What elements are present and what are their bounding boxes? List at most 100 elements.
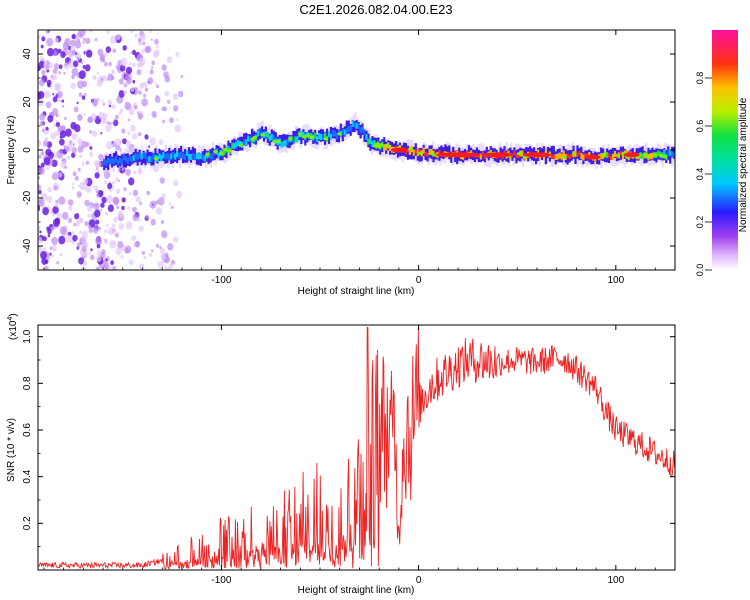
noise-speck [111,69,115,75]
noise-speck [64,37,71,47]
noise-speck [113,216,118,223]
noise-speck [118,222,125,230]
noise-speck [121,128,126,134]
noise-speck [52,218,60,227]
noise-speck [96,72,100,75]
noise-speck [135,196,141,203]
noise-speck [161,230,168,239]
ridge-amplitude [203,155,206,162]
ridge-amplitude [193,154,196,161]
colorbar-tick-label: 0.4 [695,168,705,181]
spectrogram-y-axis: -40 -20 0 20 40 [22,29,675,271]
noise-speck [89,146,93,150]
noise-speck [172,93,179,101]
noise-speck [43,157,51,166]
ridge-amplitude [367,138,370,145]
ridge-amplitude [389,145,392,151]
noise-speck [132,133,138,140]
noise-speck [38,246,42,251]
y-tick-label: 40 [22,48,33,60]
noise-speck [68,218,72,223]
ridge-core [406,145,409,160]
ridge-amplitude [544,149,547,156]
noise-speck [55,199,59,204]
y-tick-label: 20 [22,96,33,108]
ridge-amplitude [105,159,108,166]
noise-speck [125,140,132,148]
noise-speck [147,77,154,85]
noise-speck [100,202,105,208]
noise-speck [133,105,138,110]
ridge-amplitude [408,148,411,155]
noise-speck [128,259,134,266]
ridge-core [410,147,413,160]
noise-speck [76,242,82,248]
y-tick-label: 0.2 [22,516,33,530]
noise-speck [137,168,143,175]
noise-speck [70,39,76,47]
noise-speck [94,37,98,42]
ridge-amplitude [550,154,553,159]
noise-speck [128,107,135,115]
noise-speck [115,177,120,183]
ridge-amplitude [320,134,323,140]
noise-speck [39,113,46,121]
noise-speck [56,149,64,159]
ridge-amplitude [343,129,346,136]
noise-speck [117,210,124,218]
ridge-amplitude [430,148,433,155]
ridge-amplitude [306,131,309,138]
noise-speck [73,106,79,113]
noise-speck [149,200,157,209]
ridge-amplitude [217,152,220,159]
ridge-amplitude [341,128,344,135]
noise-speck [173,179,179,187]
ridge-amplitude [116,159,120,166]
ridge-core [154,148,157,161]
noise-speck [92,130,98,137]
noise-speck [52,205,59,214]
noise-speck [95,219,100,225]
noise-speck [123,187,127,192]
ridge-amplitude [582,154,585,161]
ridge-peak [384,143,390,147]
ridge-amplitude [126,157,129,164]
noise-speck [146,190,150,196]
ridge-peak [238,143,244,147]
ridge-core [217,145,220,159]
ridge-core [485,146,488,159]
noise-speck [104,180,108,185]
noise-speck [105,266,109,270]
ridge-amplitude [385,144,388,151]
noise-speck [45,101,52,109]
noise-speck [164,90,169,97]
noise-speck [58,71,61,75]
noise-speck [85,141,90,147]
noise-speck [132,206,137,213]
y-tick-label: -40 [22,238,33,253]
noise-speck [52,172,59,181]
ridge-amplitude [416,150,419,157]
noise-speck [95,266,101,270]
noise-speck [59,138,65,146]
noise-speck [54,202,59,208]
noise-speck [125,168,131,176]
noise-speck [47,115,54,123]
ridge-amplitude [371,141,374,148]
ridge-peak [226,149,232,153]
noise-speck [38,237,43,244]
ridge-amplitude [383,144,386,151]
noise-speck [164,265,168,270]
noise-speck [167,243,174,251]
noise-speck [155,243,160,248]
noise-speck [145,214,149,219]
noise-speck [160,220,165,224]
ridge-core [245,132,248,146]
noise-speck [73,60,79,68]
ridge-amplitude [466,150,469,155]
ridge-amplitude [560,153,563,160]
noise-speck [174,124,181,133]
noise-speck [57,48,62,54]
ridge-amplitude [182,152,185,159]
noise-speck [56,90,63,99]
